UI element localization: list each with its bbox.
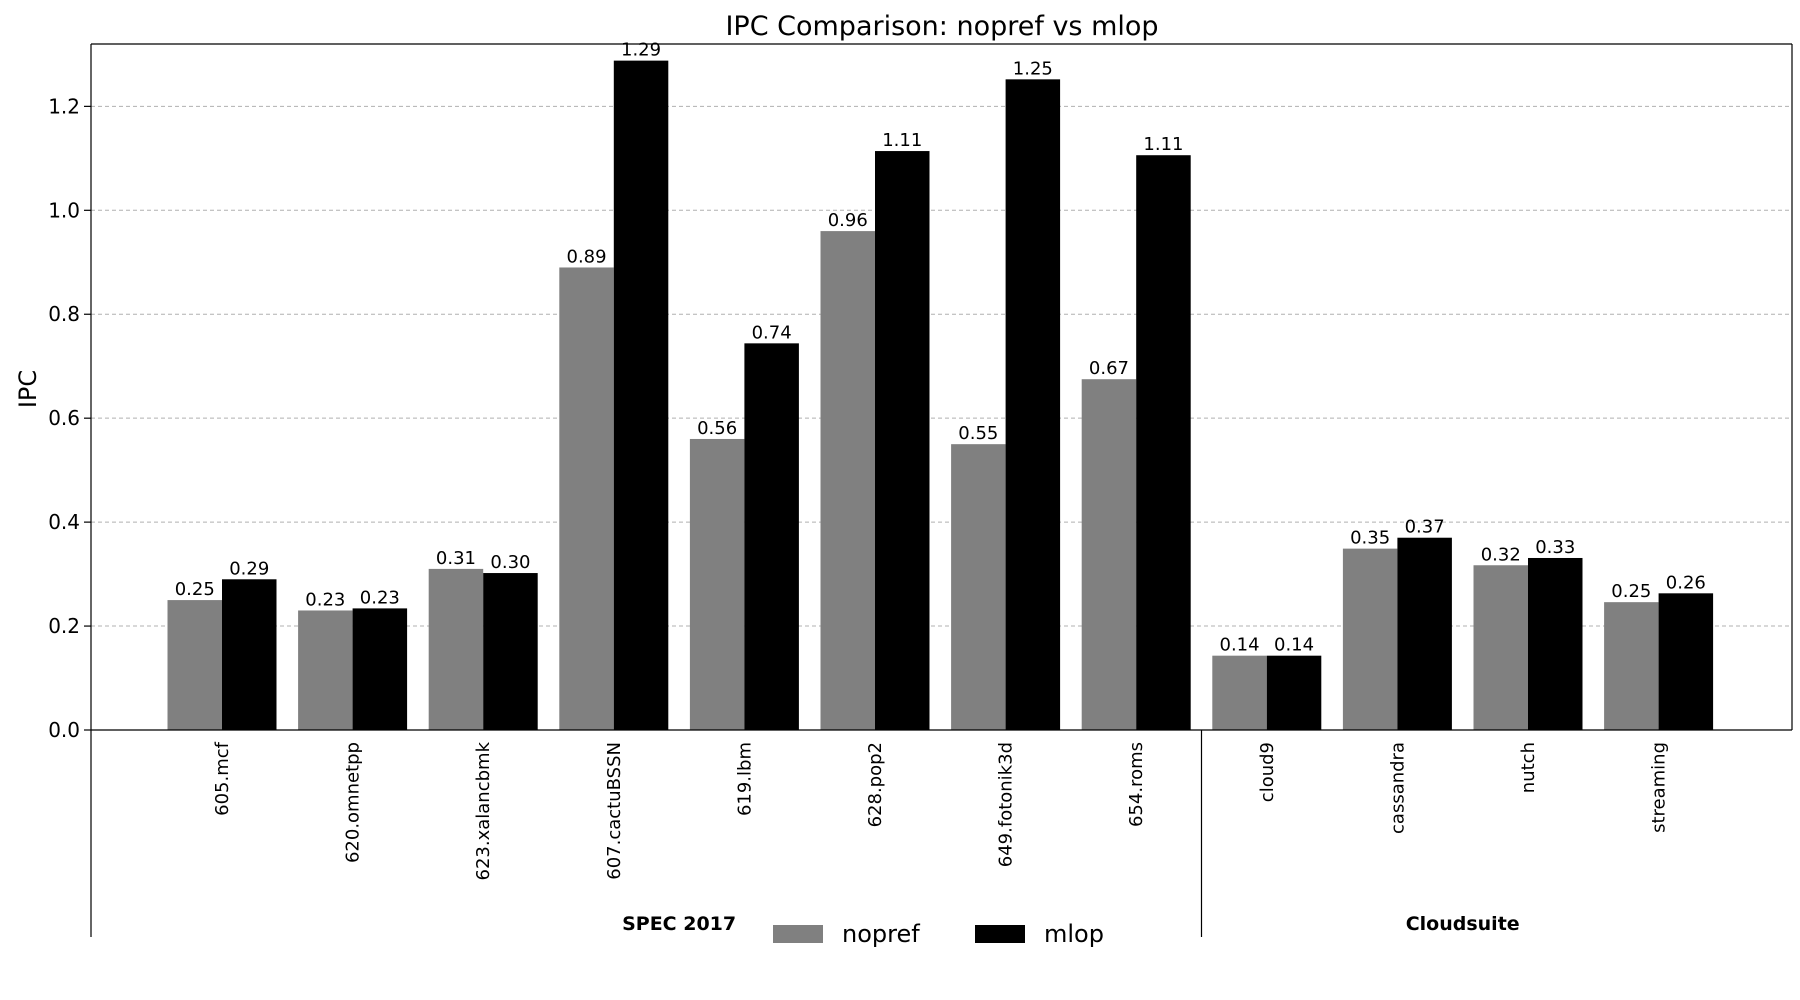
category-label-9: cassandra <box>1387 742 1408 834</box>
bar-nopref-0 <box>167 600 222 730</box>
legend-swatch-mlop <box>975 925 1025 943</box>
bar-nopref-10 <box>1473 565 1528 730</box>
axes <box>90 43 1793 937</box>
y-tick-label-4: 0.8 <box>48 302 80 326</box>
legend-label-nopref: nopref <box>842 920 920 948</box>
bar-mlop-0 <box>222 579 277 730</box>
data-label-nopref-5: 0.96 <box>828 210 868 231</box>
bar-mlop-7 <box>1136 155 1191 730</box>
category-label-8: cloud9 <box>1257 742 1278 802</box>
bar-mlop-11 <box>1658 593 1714 730</box>
group-label-1: Cloudsuite <box>1406 913 1520 935</box>
data-label-nopref-8: 0.14 <box>1220 635 1260 656</box>
bar-mlop-2 <box>483 573 538 730</box>
bar-nopref-1 <box>298 610 353 730</box>
data-label-mlop-4: 0.74 <box>752 322 792 343</box>
data-label-nopref-7: 0.67 <box>1089 358 1129 379</box>
data-label-mlop-2: 0.30 <box>490 552 530 573</box>
data-label-mlop-6: 1.25 <box>1013 58 1053 79</box>
data-label-nopref-0: 0.25 <box>175 579 215 600</box>
category-label-7: 654.roms <box>1126 742 1147 827</box>
y-tick-label-0: 0.0 <box>48 718 80 742</box>
y-tick-label-5: 1.0 <box>48 198 80 222</box>
data-label-mlop-0: 0.29 <box>229 558 269 579</box>
category-label-6: 649.fotonik3d <box>996 742 1017 867</box>
bar-mlop-1 <box>352 608 408 730</box>
data-label-mlop-10: 0.33 <box>1535 537 1575 558</box>
bar-mlop-9 <box>1397 537 1452 730</box>
group-labels: SPEC 2017 Cloudsuite <box>622 913 1520 935</box>
bar-nopref-7 <box>1081 379 1137 730</box>
data-label-nopref-6: 0.55 <box>958 423 998 444</box>
y-ticks: 0.0 0.2 0.4 0.6 0.8 1.0 1.2 <box>48 94 91 742</box>
y-axis-label: IPC <box>14 370 42 408</box>
data-labels: 0.25 0.23 0.31 0.89 0.56 0.96 0.55 0.67 0.14 0.35… <box>175 40 1706 656</box>
data-label-mlop-1: 0.23 <box>360 587 400 608</box>
data-label-nopref-9: 0.35 <box>1350 528 1390 549</box>
legend-swatch-nopref <box>773 925 823 943</box>
bar-mlop-6 <box>1005 79 1061 730</box>
data-label-mlop-5: 1.11 <box>882 130 922 151</box>
bar-mlop-5 <box>875 151 930 731</box>
bar-nopref-9 <box>1342 548 1398 730</box>
category-label-1: 620.omnetpp <box>343 742 364 863</box>
legend: nopref mlop <box>773 920 1104 948</box>
y-tick-label-1: 0.2 <box>48 614 80 638</box>
y-tick-label-6: 1.2 <box>48 94 80 118</box>
category-label-0: 605.mcf <box>212 741 233 816</box>
data-label-mlop-7: 1.11 <box>1143 134 1183 155</box>
data-label-mlop-8: 0.14 <box>1274 635 1314 656</box>
bar-nopref-11 <box>1604 602 1659 730</box>
bars <box>167 60 1714 731</box>
bar-mlop-10 <box>1528 557 1583 730</box>
chart-title: IPC Comparison: nopref vs mlop <box>725 11 1158 42</box>
category-label-4: 619.lbm <box>734 742 755 816</box>
category-label-11: streaming <box>1649 742 1670 833</box>
data-label-nopref-1: 0.23 <box>305 589 345 610</box>
data-label-nopref-2: 0.31 <box>436 548 476 569</box>
bar-nopref-3 <box>559 267 614 730</box>
bar-nopref-4 <box>689 438 745 730</box>
y-tick-label-3: 0.6 <box>48 406 80 430</box>
bar-mlop-4 <box>744 343 799 730</box>
bar-nopref-5 <box>820 231 875 730</box>
bar-mlop-3 <box>613 60 669 730</box>
data-label-nopref-10: 0.32 <box>1481 544 1521 565</box>
category-label-3: 607.cactuBSSN <box>604 742 625 880</box>
data-label-nopref-11: 0.25 <box>1611 581 1651 602</box>
y-tick-label-2: 0.4 <box>48 510 80 534</box>
category-label-2: 623.xalancbmk <box>473 741 494 880</box>
bar-nopref-6 <box>951 444 1006 730</box>
legend-label-mlop: mlop <box>1044 920 1104 948</box>
bar-nopref-2 <box>428 568 484 730</box>
group-label-0: SPEC 2017 <box>622 913 736 935</box>
data-label-mlop-11: 0.26 <box>1666 572 1706 593</box>
data-label-mlop-3: 1.29 <box>621 40 661 61</box>
data-label-nopref-3: 0.89 <box>567 246 607 267</box>
data-label-nopref-4: 0.56 <box>697 418 737 439</box>
bar-nopref-8 <box>1212 655 1267 730</box>
category-label-5: 628.pop2 <box>865 742 886 827</box>
category-label-10: nutch <box>1518 742 1539 793</box>
bar-mlop-8 <box>1266 655 1322 730</box>
data-label-mlop-9: 0.37 <box>1405 517 1445 538</box>
category-labels: 605.mcf 620.omnetpp 623.xalancbmk 607.cactu… <box>212 741 1670 880</box>
